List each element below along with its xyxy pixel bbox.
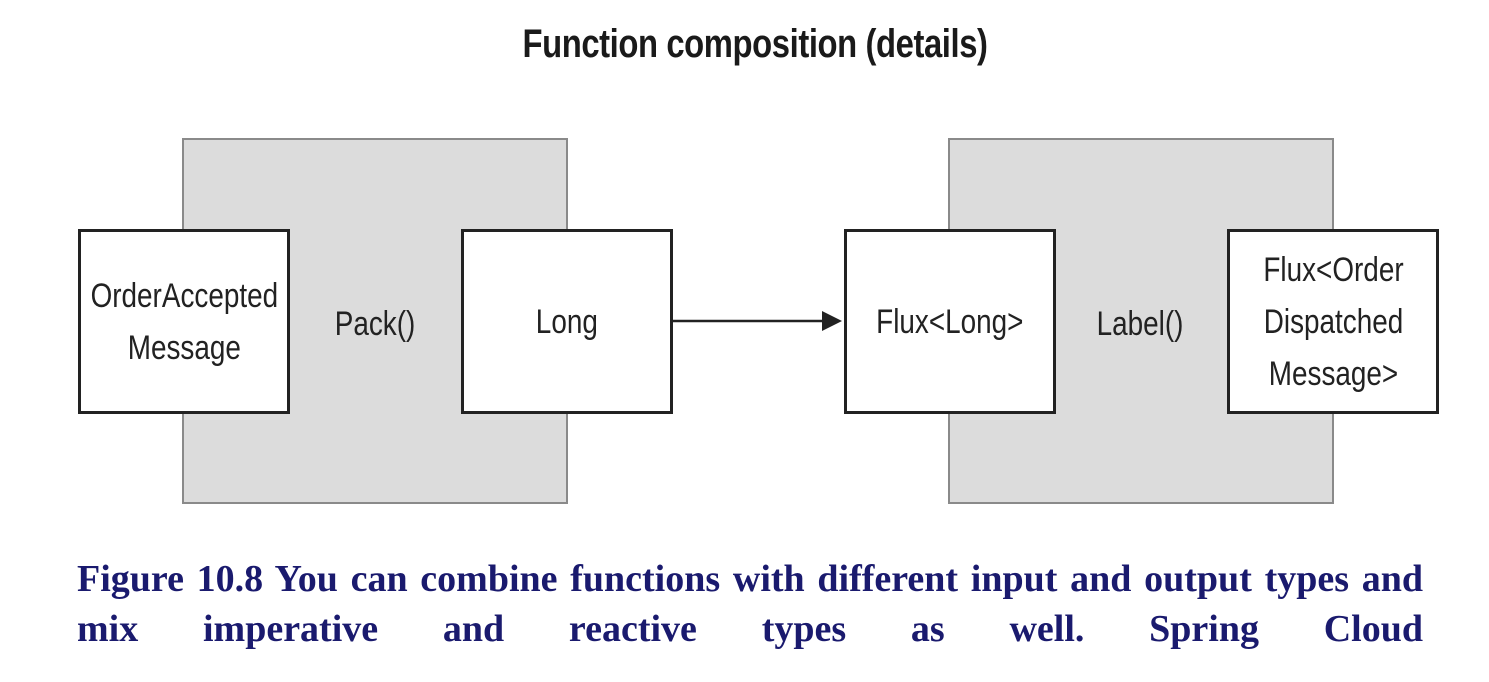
label-input-label: Flux<Long>: [876, 302, 1024, 341]
pack-input-box: OrderAccepted Message: [78, 229, 290, 414]
diagram-title: Function composition (details): [522, 22, 988, 66]
pack-input-label: OrderAccepted Message: [90, 276, 278, 367]
pack-output-box: Long: [461, 229, 673, 414]
label-function-label: Label(): [1096, 305, 1184, 343]
arrowhead-icon: [822, 311, 842, 331]
label-input-box: Flux<Long>: [844, 229, 1056, 414]
label-output-box: Flux<Order Dispatched Message>: [1227, 229, 1439, 414]
pack-function-label: Pack(): [334, 305, 416, 343]
figure-caption: Figure 10.8 You can combine functions wi…: [77, 558, 1423, 650]
pack-output-label: Long: [535, 302, 599, 341]
label-output-label: Flux<Order Dispatched Message>: [1262, 250, 1404, 393]
